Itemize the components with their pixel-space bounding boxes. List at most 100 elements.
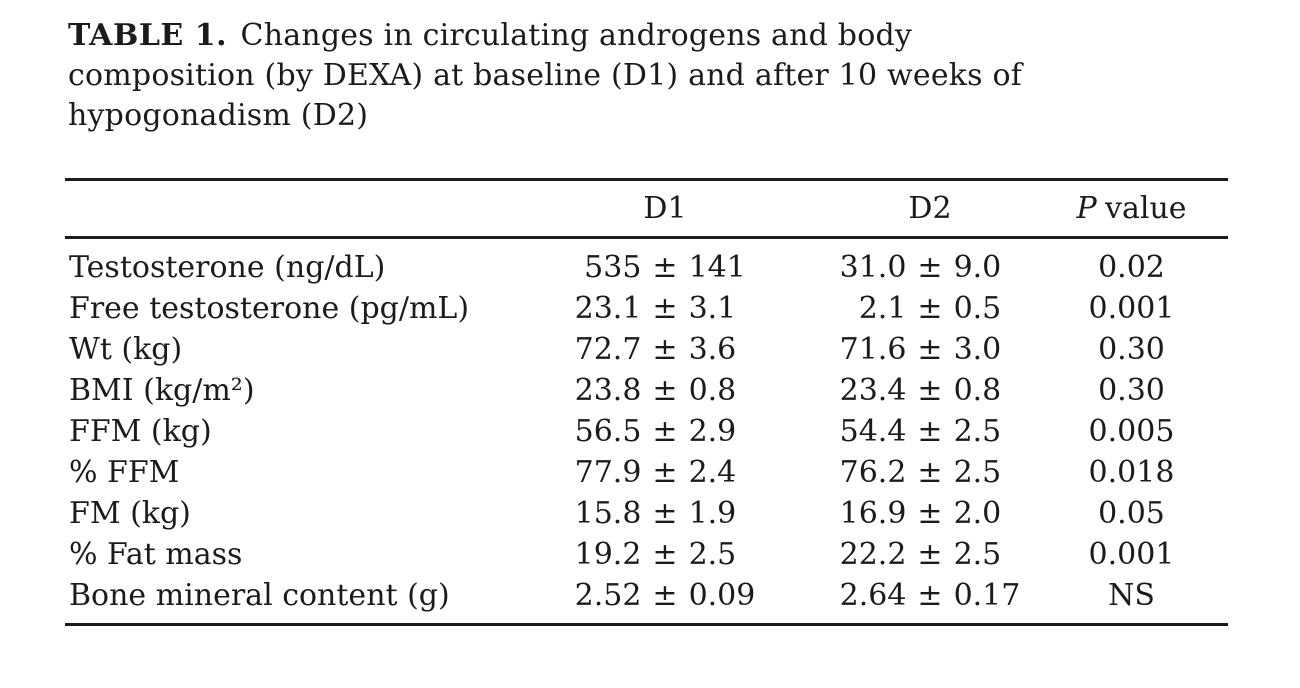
d2-sd: 2.5 bbox=[953, 537, 1002, 572]
p-value: NS bbox=[1108, 578, 1155, 613]
p-value: 0.018 bbox=[1088, 455, 1175, 490]
d2-value: 71.6 ±3.0 bbox=[825, 329, 1035, 370]
d1-sd: 2.9 bbox=[688, 414, 737, 449]
d2-value: 2.1 ±0.5 bbox=[825, 288, 1035, 329]
d2-mean: 23.4 bbox=[839, 373, 907, 408]
row-label: % FFM bbox=[69, 455, 180, 490]
d1-sd: 0.09 bbox=[688, 578, 756, 613]
p-value: 0.005 bbox=[1088, 414, 1175, 449]
plus-minus-sign: ± bbox=[652, 414, 678, 449]
d2-value: 2.64 ±0.17 bbox=[825, 575, 1035, 616]
d2-sd: 3.0 bbox=[953, 332, 1002, 367]
d2-sd: 0.8 bbox=[953, 373, 1002, 408]
d2-mean: 2.64 bbox=[839, 578, 907, 613]
table-row: FFM (kg) 56.5 ±2.9 54.4 ±2.5 0.005 bbox=[65, 411, 1228, 452]
table-row: Bone mineral content (g) 2.52 ±0.09 2.64 ±… bbox=[65, 575, 1228, 616]
plus-minus-sign: ± bbox=[917, 455, 943, 490]
row-label: % Fat mass bbox=[69, 537, 243, 572]
d2-value: 16.9 ±2.0 bbox=[825, 493, 1035, 534]
d2-mean: 71.6 bbox=[839, 332, 907, 367]
d2-mean: 76.2 bbox=[839, 455, 907, 490]
d1-mean: 56.5 bbox=[574, 414, 642, 449]
d2-value: 54.4 ±2.5 bbox=[825, 411, 1035, 452]
d1-value: 77.9 ±2.4 bbox=[505, 452, 825, 493]
d1-sd: 3.1 bbox=[688, 291, 737, 326]
caption-line-1: TABLE 1. Changes in circulating androgens… bbox=[68, 16, 1178, 56]
caption-line-3: hypogonadism (D2) bbox=[68, 98, 369, 133]
d1-mean: 23.1 bbox=[574, 291, 642, 326]
p-value: 0.30 bbox=[1098, 332, 1165, 367]
d1-value: 56.5 ±2.9 bbox=[505, 411, 825, 452]
plus-minus-sign: ± bbox=[917, 291, 943, 326]
plus-minus-sign: ± bbox=[917, 332, 943, 367]
plus-minus-sign: ± bbox=[652, 250, 678, 285]
plus-minus-sign: ± bbox=[652, 373, 678, 408]
table-row: Free testosterone (pg/mL) 23.1 ±3.1 2.1 ±0… bbox=[65, 288, 1228, 329]
row-label: Wt (kg) bbox=[69, 332, 183, 367]
d1-mean: 77.9 bbox=[574, 455, 642, 490]
plus-minus-sign: ± bbox=[917, 496, 943, 531]
p-value: 0.001 bbox=[1088, 291, 1175, 326]
d2-mean: 54.4 bbox=[839, 414, 907, 449]
table-row: BMI (kg/m²) 23.8 ±0.8 23.4 ±0.8 0.30 bbox=[65, 370, 1228, 411]
d2-sd: 0.17 bbox=[953, 578, 1021, 613]
d1-mean: 23.8 bbox=[574, 373, 642, 408]
d1-mean: 2.52 bbox=[574, 578, 642, 613]
row-label: Testosterone (ng/dL) bbox=[69, 250, 386, 285]
plus-minus-sign: ± bbox=[917, 414, 943, 449]
d2-sd: 2.0 bbox=[953, 496, 1002, 531]
d1-sd: 0.8 bbox=[688, 373, 737, 408]
d2-sd: 9.0 bbox=[953, 250, 1002, 285]
d2-value: 31.0 ±9.0 bbox=[825, 247, 1035, 288]
plus-minus-sign: ± bbox=[917, 373, 943, 408]
d1-value: 23.8 ±0.8 bbox=[505, 370, 825, 411]
d2-mean: 22.2 bbox=[839, 537, 907, 572]
d1-sd: 2.4 bbox=[688, 455, 737, 490]
plus-minus-sign: ± bbox=[652, 291, 678, 326]
d1-value: 19.2 ±2.5 bbox=[505, 534, 825, 575]
plus-minus-sign: ± bbox=[917, 578, 943, 613]
caption-text-1: Changes in circulating androgens and bod… bbox=[240, 18, 913, 53]
column-header-d1: D1 bbox=[643, 191, 687, 226]
d1-sd: 3.6 bbox=[688, 332, 737, 367]
d1-sd: 2.5 bbox=[688, 537, 737, 572]
plus-minus-sign: ± bbox=[652, 537, 678, 572]
table-header-rule bbox=[65, 236, 1228, 239]
d1-sd: 141 bbox=[688, 250, 746, 285]
d1-value: 72.7 ±3.6 bbox=[505, 329, 825, 370]
table-number-label: TABLE 1. bbox=[68, 18, 228, 53]
d1-mean: 19.2 bbox=[574, 537, 642, 572]
d1-sd: 1.9 bbox=[688, 496, 737, 531]
d2-value: 76.2 ±2.5 bbox=[825, 452, 1035, 493]
table-bottom-rule bbox=[65, 623, 1228, 626]
d2-sd: 2.5 bbox=[953, 414, 1002, 449]
table-row: % Fat mass 19.2 ±2.5 22.2 ±2.5 0.001 bbox=[65, 534, 1228, 575]
d1-value: 15.8 ±1.9 bbox=[505, 493, 825, 534]
column-header-d2: D2 bbox=[908, 191, 952, 226]
table-caption: TABLE 1. Changes in circulating androgens… bbox=[68, 16, 1178, 136]
d2-sd: 0.5 bbox=[953, 291, 1002, 326]
p-value: 0.30 bbox=[1098, 373, 1165, 408]
plus-minus-sign: ± bbox=[652, 332, 678, 367]
table-row: % FFM 77.9 ±2.4 76.2 ±2.5 0.018 bbox=[65, 452, 1228, 493]
d2-value: 22.2 ±2.5 bbox=[825, 534, 1035, 575]
d1-mean: 72.7 bbox=[574, 332, 642, 367]
d2-value: 23.4 ±0.8 bbox=[825, 370, 1035, 411]
d2-mean: 16.9 bbox=[839, 496, 907, 531]
plus-minus-sign: ± bbox=[917, 537, 943, 572]
d2-sd: 2.5 bbox=[953, 455, 1002, 490]
row-label: Free testosterone (pg/mL) bbox=[69, 291, 470, 326]
p-word: value bbox=[1105, 191, 1187, 226]
d2-mean: 31.0 bbox=[839, 250, 907, 285]
row-label: FM (kg) bbox=[69, 496, 191, 531]
table-top-rule bbox=[65, 178, 1228, 181]
plus-minus-sign: ± bbox=[652, 455, 678, 490]
table-body: Testosterone (ng/dL) 535 ±141 31.0 ±9.0 0.… bbox=[65, 239, 1228, 623]
table-row: FM (kg) 15.8 ±1.9 16.9 ±2.0 0.05 bbox=[65, 493, 1228, 534]
p-symbol: P bbox=[1076, 191, 1097, 226]
d1-value: 2.52 ±0.09 bbox=[505, 575, 825, 616]
d1-mean: 535 bbox=[584, 250, 642, 285]
